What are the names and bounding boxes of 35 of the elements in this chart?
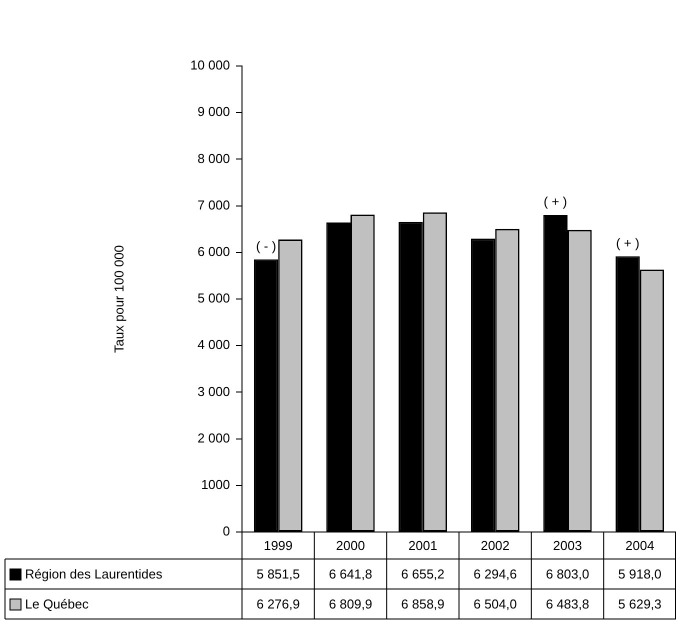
y-axis-title: Taux pour 100 000: [112, 245, 127, 353]
y-tick-label: 1000: [201, 476, 230, 492]
y-tick-label: 5 000: [197, 290, 230, 306]
y-tick-label: 0: [222, 524, 230, 539]
y-tick-label: 8 000: [197, 150, 230, 166]
data-label: 6 294,6: [473, 566, 517, 582]
legend-label: Le Québec: [25, 596, 90, 612]
annotation: ( + ): [616, 235, 640, 250]
y-tick-label: 10 000: [190, 58, 230, 73]
data-label: 6 641,8: [328, 566, 372, 582]
x-tick-label: 2004: [625, 538, 654, 554]
annotation: ( - ): [256, 238, 276, 254]
data-label: 6 803,0: [546, 566, 590, 582]
y-tick-label: 9 000: [197, 104, 230, 120]
y-tick-label: 2 000: [197, 430, 230, 446]
data-label: 5 629,3: [618, 596, 662, 612]
data-label: 6 276,9: [256, 596, 300, 612]
y-tick-label: 4 000: [197, 337, 230, 352]
x-tick-label: 2000: [336, 538, 365, 554]
x-tick-label: 1999: [264, 538, 293, 554]
data-label: 6 809,9: [328, 596, 372, 612]
data-label: 5 851,5: [256, 566, 300, 582]
data-label: 5 918,0: [618, 566, 662, 582]
legend-label: Région des Laurentides: [25, 566, 163, 582]
data-label: 6 858,9: [401, 596, 445, 612]
y-tick-label: 7 000: [197, 197, 230, 212]
y-tick-label: 3 000: [197, 384, 230, 399]
data-label: 6 504,0: [473, 596, 517, 612]
x-tick-label: 2002: [480, 538, 510, 554]
data-label: 6 655,2: [401, 566, 445, 582]
y-tick-label: 6 000: [197, 244, 230, 259]
x-tick-label: 2003: [553, 538, 582, 554]
data-label: 6 483,8: [546, 596, 590, 612]
x-tick-label: 2001: [408, 538, 438, 554]
annotation: ( + ): [544, 194, 568, 210]
